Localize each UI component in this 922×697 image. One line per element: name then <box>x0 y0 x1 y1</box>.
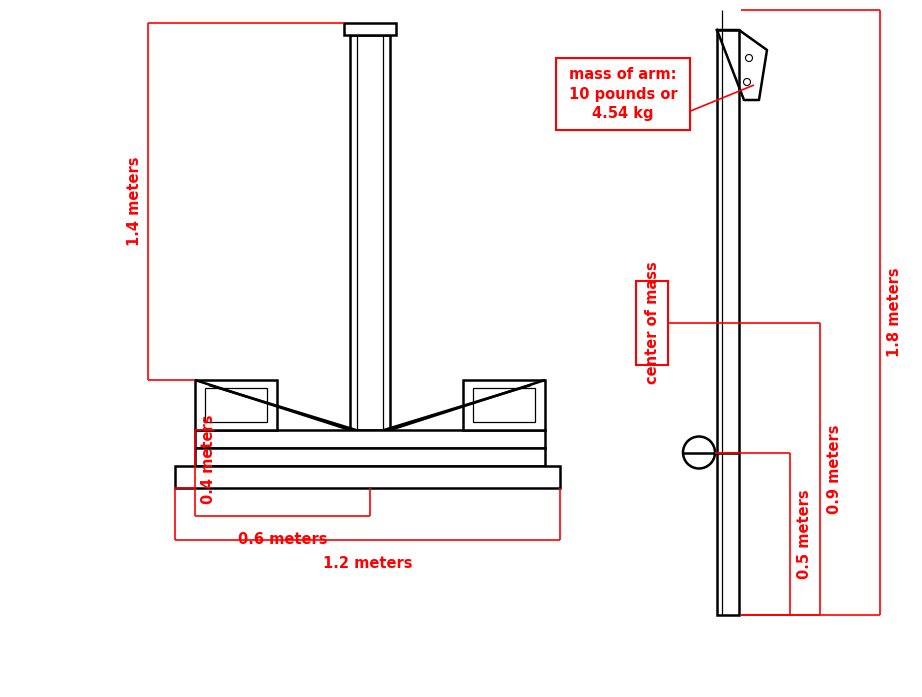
Bar <box>344 23 396 35</box>
Text: 0.4 meters: 0.4 meters <box>200 414 216 504</box>
FancyBboxPatch shape <box>556 58 690 130</box>
Text: 1.8 meters: 1.8 meters <box>886 268 902 358</box>
Bar <box>195 430 545 448</box>
Bar <box>195 380 277 430</box>
Text: 0.5 meters: 0.5 meters <box>797 489 811 579</box>
Bar <box>473 388 535 422</box>
Bar <box>350 35 390 430</box>
Text: center of mass: center of mass <box>644 261 659 384</box>
Text: 1.4 meters: 1.4 meters <box>126 157 141 246</box>
Text: 1.2 meters: 1.2 meters <box>323 556 412 571</box>
Bar <box>205 388 267 422</box>
Text: 0.9 meters: 0.9 meters <box>826 424 842 514</box>
Bar <box>175 466 560 488</box>
Bar <box>717 30 739 615</box>
Bar <box>195 448 545 466</box>
Text: mass of arm:
10 pounds or
4.54 kg: mass of arm: 10 pounds or 4.54 kg <box>569 67 678 121</box>
Text: 0.6 meters: 0.6 meters <box>238 532 327 547</box>
Bar <box>463 380 545 430</box>
FancyBboxPatch shape <box>636 280 668 365</box>
